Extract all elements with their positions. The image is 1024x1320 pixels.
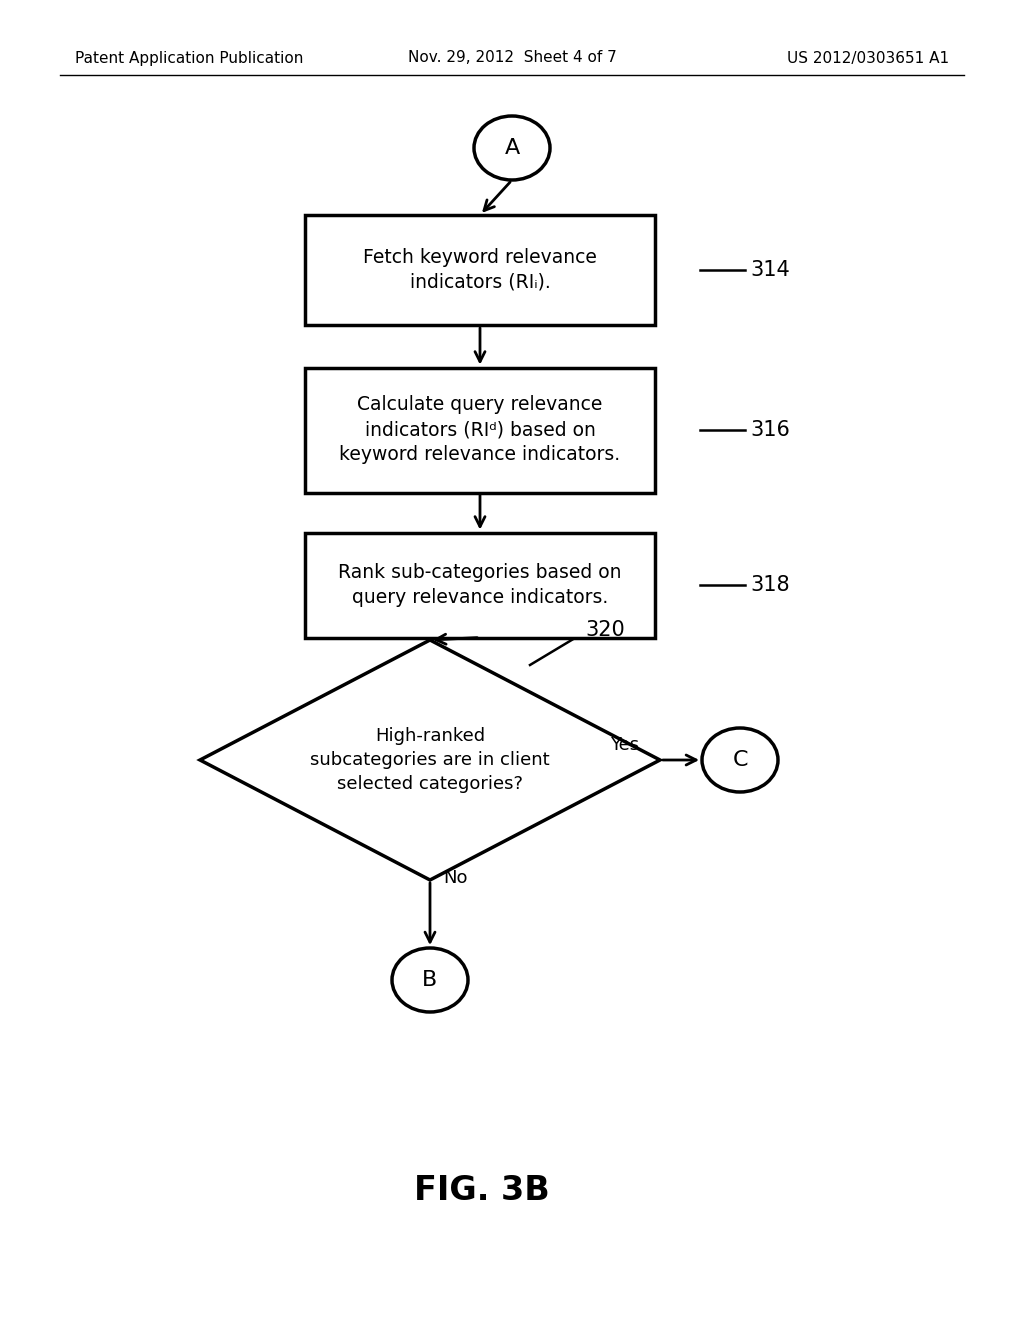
Ellipse shape <box>474 116 550 180</box>
Text: 320: 320 <box>585 620 625 640</box>
Text: Nov. 29, 2012  Sheet 4 of 7: Nov. 29, 2012 Sheet 4 of 7 <box>408 50 616 66</box>
Ellipse shape <box>702 729 778 792</box>
Polygon shape <box>200 640 660 880</box>
Text: No: No <box>443 869 468 887</box>
Text: C: C <box>732 750 748 770</box>
Text: Fetch keyword relevance
indicators (RIᵢ).: Fetch keyword relevance indicators (RIᵢ)… <box>364 248 597 292</box>
Text: Calculate query relevance
indicators (RIᵈ) based on
keyword relevance indicators: Calculate query relevance indicators (RI… <box>339 396 621 465</box>
Text: US 2012/0303651 A1: US 2012/0303651 A1 <box>786 50 949 66</box>
Bar <box>305 367 655 492</box>
Text: A: A <box>505 139 519 158</box>
Ellipse shape <box>392 948 468 1012</box>
Text: 316: 316 <box>750 420 790 440</box>
Text: FIG. 3B: FIG. 3B <box>414 1173 550 1206</box>
Bar <box>305 532 655 638</box>
Text: Yes: Yes <box>610 737 640 754</box>
Text: B: B <box>422 970 437 990</box>
Text: Rank sub-categories based on
query relevance indicators.: Rank sub-categories based on query relev… <box>338 564 622 607</box>
Bar <box>305 215 655 325</box>
Text: High-ranked
subcategories are in client
selected categories?: High-ranked subcategories are in client … <box>310 727 550 792</box>
Text: Patent Application Publication: Patent Application Publication <box>75 50 303 66</box>
Text: 318: 318 <box>750 576 790 595</box>
Text: 314: 314 <box>750 260 790 280</box>
